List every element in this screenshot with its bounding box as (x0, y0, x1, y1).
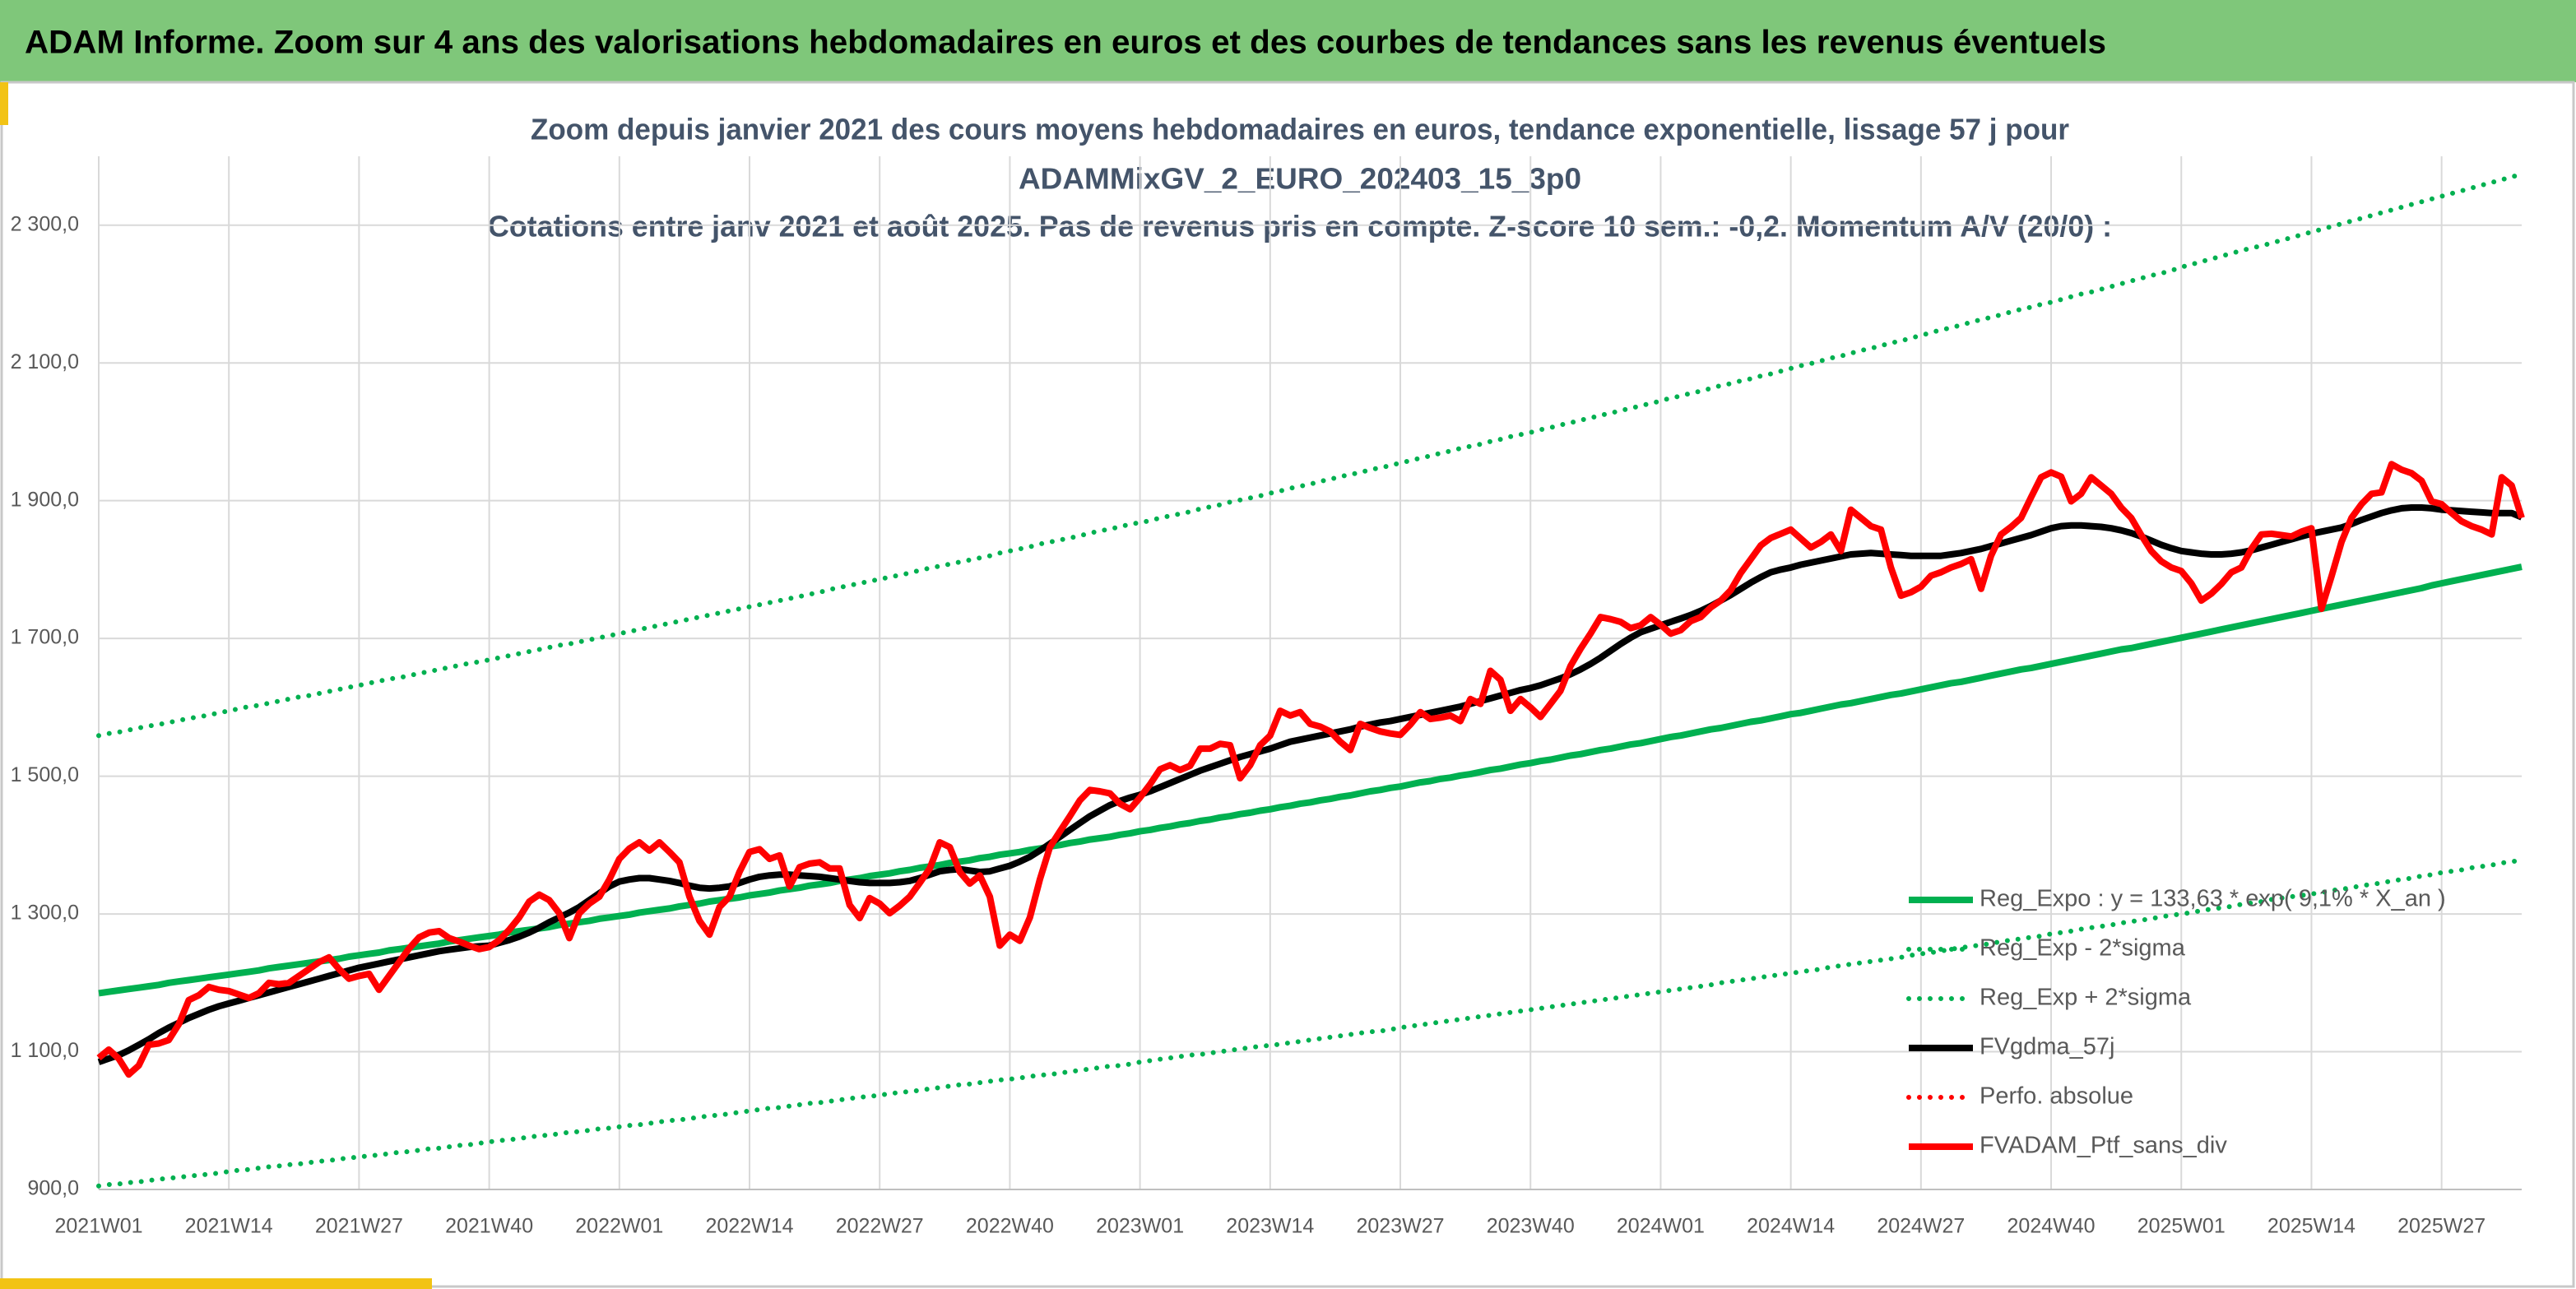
y-tick-label: 1 300,0 (11, 902, 79, 925)
y-tick-label: 1 700,0 (11, 626, 79, 649)
legend-label: Reg_Exp + 2*sigma (1980, 985, 2192, 1011)
x-tick-label: 2025W01 (2137, 1215, 2226, 1238)
chart-frame (0, 81, 2575, 1288)
series-line (96, 857, 2524, 1189)
x-tick-label: 2022W14 (705, 1215, 793, 1238)
x-tick-label: 2021W14 (185, 1215, 273, 1238)
legend: Reg_Expo : y = 133,63 * exp( 9,1% * X_an… (1906, 886, 2446, 1159)
x-tick-label: 2024W27 (1877, 1215, 1965, 1238)
accent (0, 1278, 432, 1289)
y-tick-label: 1 500,0 (11, 763, 79, 786)
y-tick-label: 1 900,0 (11, 488, 79, 511)
chart-title: ADAMMixGV_2_EURO_202403_15_3p0 (1019, 162, 1581, 196)
x-tick-label: 2023W40 (1487, 1215, 1575, 1238)
legend-label: Perfo. absolue (1980, 1083, 2133, 1110)
x-tick-label: 2021W40 (445, 1215, 533, 1238)
legend-label: Reg_Exp - 2*sigma (1980, 935, 2186, 962)
header-band (0, 0, 2576, 82)
plot (96, 171, 2525, 1189)
x-tick-label: 2023W27 (1357, 1215, 1445, 1238)
x-tick-label: 2023W14 (1226, 1215, 1314, 1238)
x-tick-label: 2024W14 (1747, 1215, 1835, 1238)
x-tick-label: 2025W14 (2267, 1215, 2356, 1238)
x-tick-label: 2021W01 (54, 1215, 142, 1238)
x-tick-label: 2022W27 (836, 1215, 924, 1238)
x-tick-label: 2025W27 (2397, 1215, 2485, 1238)
x-tick-label: 2022W01 (575, 1215, 663, 1238)
y-tick-label: 1 100,0 (11, 1039, 79, 1062)
header-title: ADAM Informe. Zoom sur 4 ans des valoris… (25, 25, 2106, 61)
y-tick-label: 2 100,0 (11, 350, 79, 373)
legend-label: FVgdma_57j (1980, 1034, 2114, 1060)
y-tick-label: 900,0 (27, 1177, 79, 1200)
chart-title: Cotations entre janv 2021 et août 2025. … (488, 210, 2112, 243)
chart-title: Zoom depuis janvier 2021 des cours moyen… (531, 113, 2069, 146)
series-line (96, 461, 2525, 1078)
accent (0, 82, 8, 125)
series-line (97, 504, 2523, 1065)
x-tick-label: 2024W40 (2007, 1215, 2096, 1238)
x-tick-label: 2022W40 (966, 1215, 1054, 1238)
y-tick-label: 2 300,0 (11, 212, 79, 235)
legend-label: FVADAM_Ptf_sans_div (1980, 1133, 2227, 1159)
x-tick-label: 2023W01 (1096, 1215, 1184, 1238)
legend-label: Reg_Expo : y = 133,63 * exp( 9,1% * X_an… (1980, 886, 2446, 912)
x-tick-label: 2021W27 (315, 1215, 403, 1238)
x-tick-label: 2024W01 (1617, 1215, 1705, 1238)
grid: 900,0 1 100,0 1 300,0 1 500,0 1 700,0 1 900,0… (11, 156, 2522, 1238)
